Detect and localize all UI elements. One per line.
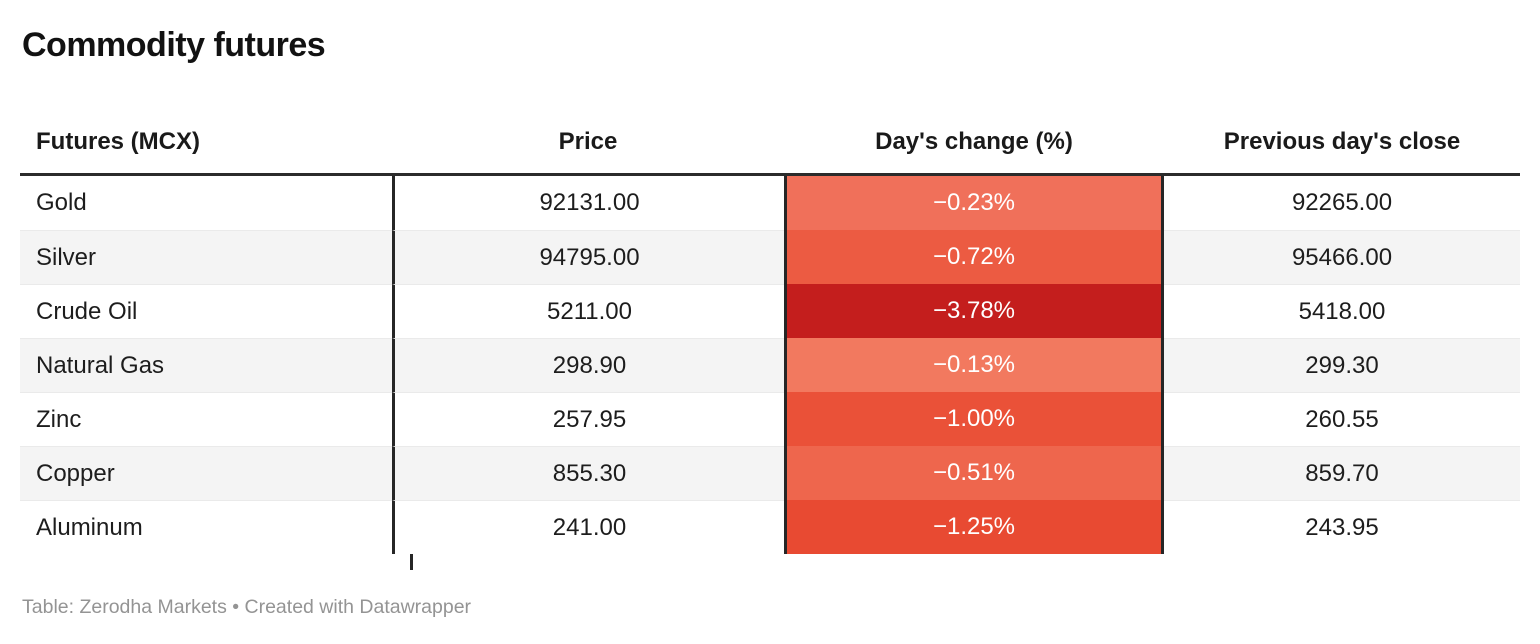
prev-close-cell: 859.70 [1164, 446, 1520, 501]
prev-close-cell: 5418.00 [1164, 284, 1520, 339]
table-row: Zinc 257.95 −1.00% 260.55 [20, 392, 1520, 447]
change-cell: −1.00% [784, 392, 1164, 447]
price-cell: 5211.00 [392, 284, 784, 339]
future-name-cell: Copper [20, 446, 392, 501]
column-divider-tail [410, 554, 413, 571]
page-title: Commodity futures [22, 26, 326, 64]
change-cell: −0.51% [784, 446, 1164, 501]
table-row: Crude Oil 5211.00 −3.78% 5418.00 [20, 284, 1520, 339]
table-row: Gold 92131.00 −0.23% 92265.00 [20, 176, 1520, 231]
table-row: Natural Gas 298.90 −0.13% 299.30 [20, 338, 1520, 393]
column-header-price: Price [558, 128, 618, 156]
prev-close-cell: 299.30 [1164, 338, 1520, 393]
prev-close-cell: 260.55 [1164, 392, 1520, 447]
future-name-cell: Natural Gas [20, 338, 392, 393]
change-cell: −0.72% [784, 230, 1164, 285]
price-cell: 855.30 [392, 446, 784, 501]
future-name-cell: Crude Oil [20, 284, 392, 339]
future-name-cell: Silver [20, 230, 392, 285]
price-cell: 94795.00 [392, 230, 784, 285]
change-cell: −0.23% [784, 176, 1164, 231]
change-cell: −3.78% [784, 284, 1164, 339]
table-row: Aluminum 241.00 −1.25% 243.95 [20, 500, 1520, 555]
change-cell: −1.25% [784, 500, 1164, 555]
column-header-change: Day's change (%) [875, 128, 1073, 156]
prev-close-cell: 92265.00 [1164, 176, 1520, 231]
prev-close-cell: 95466.00 [1164, 230, 1520, 285]
header-row: Futures (MCX) Price Day's change (%) Pre… [20, 115, 1520, 177]
table-row: Copper 855.30 −0.51% 859.70 [20, 446, 1520, 501]
column-header-futures: Futures (MCX) [36, 128, 200, 156]
change-cell: −0.13% [784, 338, 1164, 393]
future-name-cell: Gold [20, 176, 392, 231]
page: Commodity futures Futures (MCX) Price Da… [0, 26, 1540, 619]
attribution-footer: Table: Zerodha Markets • Created with Da… [22, 596, 472, 619]
price-cell: 241.00 [392, 500, 784, 555]
prev-close-cell: 243.95 [1164, 500, 1520, 555]
price-cell: 257.95 [392, 392, 784, 447]
commodity-futures-table: Futures (MCX) Price Day's change (%) Pre… [20, 115, 1520, 571]
future-name-cell: Aluminum [20, 500, 392, 555]
future-name-cell: Zinc [20, 392, 392, 447]
table-row: Silver 94795.00 −0.72% 95466.00 [20, 230, 1520, 285]
price-cell: 92131.00 [392, 176, 784, 231]
column-header-prev-close: Previous day's close [1223, 128, 1461, 156]
price-cell: 298.90 [392, 338, 784, 393]
